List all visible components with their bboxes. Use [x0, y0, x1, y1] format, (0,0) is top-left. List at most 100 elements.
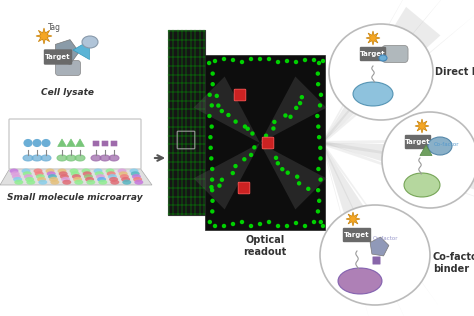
Ellipse shape	[121, 177, 130, 182]
Ellipse shape	[26, 180, 35, 185]
Ellipse shape	[428, 137, 452, 155]
Ellipse shape	[213, 224, 217, 228]
Ellipse shape	[100, 155, 110, 161]
Ellipse shape	[110, 180, 119, 185]
Ellipse shape	[46, 168, 55, 173]
Ellipse shape	[249, 57, 253, 61]
Ellipse shape	[82, 36, 98, 48]
Ellipse shape	[62, 180, 71, 185]
FancyBboxPatch shape	[44, 49, 72, 65]
Ellipse shape	[316, 188, 320, 192]
Ellipse shape	[109, 177, 118, 182]
Text: Tag: Tag	[48, 23, 61, 33]
Ellipse shape	[25, 177, 34, 182]
FancyBboxPatch shape	[382, 46, 408, 63]
Polygon shape	[322, 138, 474, 145]
Ellipse shape	[210, 198, 215, 203]
FancyBboxPatch shape	[93, 141, 99, 146]
Text: Co-factor: Co-factor	[434, 142, 459, 147]
Ellipse shape	[303, 58, 307, 62]
Ellipse shape	[210, 167, 214, 171]
Text: Direct binder: Direct binder	[435, 67, 474, 77]
Ellipse shape	[319, 93, 323, 97]
Ellipse shape	[85, 177, 94, 182]
FancyBboxPatch shape	[360, 47, 386, 61]
Text: Small molecule microarray: Small molecule microarray	[7, 193, 143, 202]
Ellipse shape	[122, 180, 131, 185]
Polygon shape	[420, 145, 432, 155]
Ellipse shape	[82, 168, 91, 173]
Ellipse shape	[24, 174, 33, 179]
Ellipse shape	[316, 125, 320, 129]
Ellipse shape	[338, 268, 382, 294]
Ellipse shape	[222, 57, 226, 61]
Ellipse shape	[118, 171, 128, 176]
Ellipse shape	[294, 221, 298, 225]
Ellipse shape	[246, 126, 250, 131]
Text: Target: Target	[344, 232, 370, 238]
Ellipse shape	[97, 177, 106, 182]
Ellipse shape	[294, 106, 299, 110]
Ellipse shape	[272, 120, 276, 124]
Ellipse shape	[9, 168, 18, 173]
Ellipse shape	[320, 205, 430, 305]
FancyBboxPatch shape	[405, 135, 431, 149]
Ellipse shape	[295, 174, 300, 179]
Ellipse shape	[264, 134, 268, 138]
Ellipse shape	[306, 187, 310, 191]
Ellipse shape	[226, 113, 231, 117]
Polygon shape	[168, 30, 205, 215]
FancyBboxPatch shape	[343, 228, 371, 242]
Ellipse shape	[249, 224, 253, 228]
Ellipse shape	[312, 58, 316, 62]
Ellipse shape	[316, 209, 320, 214]
Ellipse shape	[233, 119, 238, 124]
Ellipse shape	[134, 180, 143, 185]
Text: Target: Target	[360, 51, 386, 57]
Ellipse shape	[86, 180, 95, 185]
Ellipse shape	[267, 220, 271, 224]
Text: Cell lysate: Cell lysate	[42, 88, 94, 97]
Polygon shape	[322, 0, 420, 145]
Ellipse shape	[47, 171, 56, 176]
FancyBboxPatch shape	[234, 89, 246, 101]
Polygon shape	[322, 15, 474, 145]
Ellipse shape	[263, 145, 267, 149]
Ellipse shape	[317, 135, 321, 139]
Ellipse shape	[318, 103, 322, 108]
Ellipse shape	[222, 224, 226, 228]
Ellipse shape	[70, 168, 79, 173]
Polygon shape	[260, 76, 327, 143]
Polygon shape	[193, 76, 260, 143]
Ellipse shape	[230, 171, 235, 175]
FancyBboxPatch shape	[262, 137, 274, 149]
Ellipse shape	[133, 177, 142, 182]
Ellipse shape	[233, 164, 237, 168]
Ellipse shape	[315, 114, 319, 118]
Ellipse shape	[11, 171, 20, 176]
Ellipse shape	[118, 168, 127, 173]
Text: Co-factor: Co-factor	[373, 236, 399, 241]
Ellipse shape	[318, 146, 322, 150]
Text: Target: Target	[45, 54, 71, 60]
Ellipse shape	[258, 57, 262, 61]
Ellipse shape	[215, 94, 219, 98]
Polygon shape	[76, 139, 84, 147]
Ellipse shape	[209, 156, 213, 161]
FancyBboxPatch shape	[102, 141, 108, 146]
Ellipse shape	[249, 153, 253, 157]
Ellipse shape	[300, 95, 304, 99]
Ellipse shape	[210, 71, 215, 76]
Ellipse shape	[106, 168, 115, 173]
Ellipse shape	[13, 177, 22, 182]
Ellipse shape	[316, 82, 320, 86]
Ellipse shape	[109, 155, 119, 161]
Polygon shape	[322, 7, 440, 143]
Ellipse shape	[319, 220, 323, 224]
Polygon shape	[322, 0, 450, 145]
Ellipse shape	[60, 174, 69, 179]
Ellipse shape	[210, 82, 215, 86]
Polygon shape	[322, 141, 438, 306]
Ellipse shape	[231, 58, 235, 62]
Ellipse shape	[208, 220, 212, 224]
